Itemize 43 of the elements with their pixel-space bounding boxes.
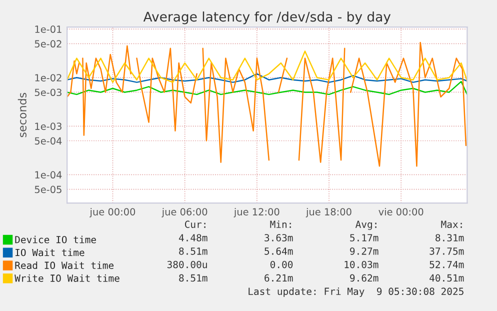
text: 37.75m xyxy=(430,247,464,255)
text: 8.51m xyxy=(179,247,208,255)
x-tick-label: vie 00:00 xyxy=(378,208,424,216)
y-tick-label: 5e-03 xyxy=(34,88,62,96)
text: 9.62m xyxy=(350,274,378,282)
y-tick-label: 1e-02 xyxy=(35,74,62,82)
y-tick-label: 1e-04 xyxy=(35,171,62,179)
y-tick-label: 5e-02 xyxy=(34,40,62,48)
line-series xyxy=(67,50,468,83)
text: 40.51m xyxy=(430,274,464,282)
text: 5.64m xyxy=(264,247,293,255)
line-series xyxy=(67,73,468,83)
legend-label: Device IO time xyxy=(15,236,96,244)
y-axis-title: seconds xyxy=(18,92,26,138)
y-tick-label: 1e-03 xyxy=(35,122,62,130)
text: 3.63m xyxy=(264,234,293,242)
y-tick-label: 5e-05 xyxy=(34,186,62,194)
text: Avg: xyxy=(355,220,376,230)
text: 9.27m xyxy=(350,247,378,255)
line-series xyxy=(67,80,468,96)
y-tick-label: 1e-01 xyxy=(35,26,62,33)
text: 0.00 xyxy=(270,260,293,268)
legend-label: Write IO Wait time xyxy=(14,274,120,282)
legend-label: IO Wait time xyxy=(16,248,84,256)
text: 5.17m xyxy=(350,234,378,242)
legend-label: Read IO Wait time xyxy=(15,262,114,270)
text: 8.31m xyxy=(436,234,464,242)
x-tick-label: jue 18:00 xyxy=(306,208,352,218)
x-tick-label: jue 00:00 xyxy=(90,208,136,218)
chart-title: Average latency for /dev/sda - by day xyxy=(143,11,391,24)
text: 8.51m xyxy=(179,274,208,282)
text: 52.74m xyxy=(430,260,464,268)
text: 380.00u xyxy=(167,260,207,268)
text: Cur: xyxy=(184,220,206,228)
text: 6.21m xyxy=(264,274,293,282)
x-tick-label: jue 06:00 xyxy=(162,208,208,218)
y-tick-label: 5e-04 xyxy=(34,137,62,145)
x-tick-label: jue 12:00 xyxy=(234,208,280,218)
text: 10.03m xyxy=(344,260,378,268)
text: 4.48m xyxy=(178,234,208,242)
text: Last update: Fri May 9 05:30:08 2025 xyxy=(248,288,464,297)
text: Max: xyxy=(441,220,462,228)
text: Min: xyxy=(270,220,291,228)
